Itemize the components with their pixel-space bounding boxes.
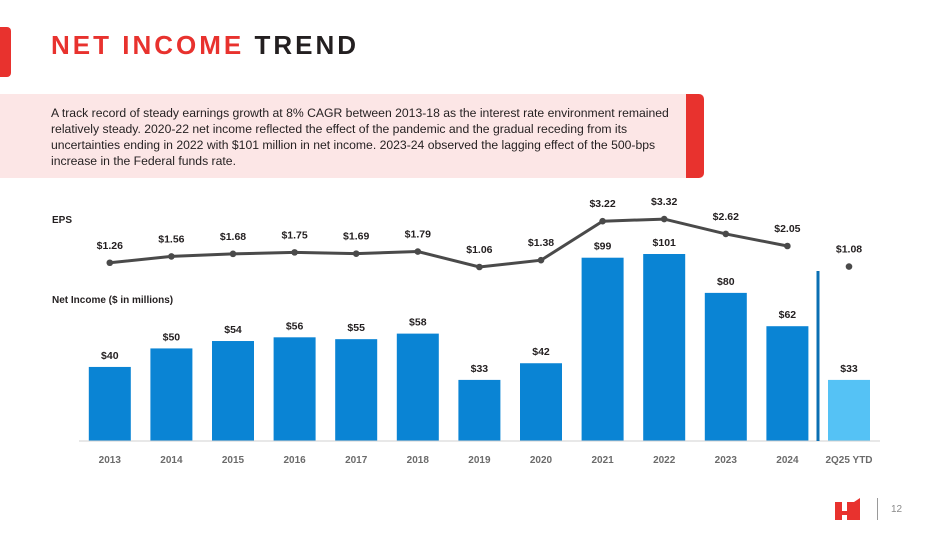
footer-divider xyxy=(877,498,878,520)
summary-callout-accent xyxy=(686,94,704,178)
net-income-series-label: Net Income ($ in millions) xyxy=(52,295,173,306)
net-income-bar xyxy=(150,348,193,441)
eps-point xyxy=(599,217,606,225)
title-accent-tab xyxy=(0,27,11,77)
x-axis-tick-label: 2021 xyxy=(591,455,614,466)
net-income-bar xyxy=(88,366,131,441)
net-income-data-label: $54 xyxy=(224,324,242,336)
page-title-rest: TREND xyxy=(254,30,360,60)
net-income-data-label: $62 xyxy=(779,309,797,321)
eps-data-label: $1.56 xyxy=(158,233,184,245)
eps-data-label: $2.05 xyxy=(774,223,800,235)
net-income-bar xyxy=(828,379,870,441)
x-axis-tick-label: 2017 xyxy=(345,455,368,466)
x-axis-tick-label: 2014 xyxy=(160,455,183,466)
page-title: NET INCOME TREND xyxy=(51,30,359,61)
net-income-data-label: $42 xyxy=(532,346,550,358)
net-income-bar xyxy=(643,254,686,441)
net-income-bar xyxy=(335,339,378,441)
page-number: 12 xyxy=(891,504,903,515)
x-axis-tick-label: 2024 xyxy=(776,455,799,466)
eps-data-label: $1.68 xyxy=(220,231,246,243)
x-axis-tick-label: 2020 xyxy=(530,455,553,466)
x-axis-tick-label: 2016 xyxy=(283,455,306,466)
eps-data-label: $1.79 xyxy=(405,229,431,241)
net-income-bar xyxy=(766,326,809,441)
eps-data-label: $3.32 xyxy=(651,196,677,208)
net-income-data-label: $33 xyxy=(840,363,858,375)
net-income-bar xyxy=(581,257,624,441)
eps-point xyxy=(845,263,853,270)
eps-point xyxy=(352,250,360,257)
eps-data-label: $1.69 xyxy=(343,231,369,243)
net-income-data-label: $56 xyxy=(286,320,304,332)
page-title-accent: NET INCOME xyxy=(51,30,245,60)
x-axis-tick-label: 2013 xyxy=(99,455,122,466)
eps-point xyxy=(784,242,791,250)
x-axis-tick-label: 2023 xyxy=(715,455,738,466)
eps-data-label: $1.06 xyxy=(466,244,492,256)
eps-point xyxy=(291,249,298,256)
net-income-data-label: $55 xyxy=(347,322,365,334)
net-income-bar xyxy=(520,363,562,441)
eps-point xyxy=(660,215,668,223)
eps-point xyxy=(168,253,175,260)
net-income-data-label: $50 xyxy=(163,331,181,343)
eps-line xyxy=(109,217,788,269)
net-income-data-label: $101 xyxy=(653,237,677,249)
x-axis-tick-label: 2015 xyxy=(222,455,245,466)
x-axis-tick-label: 2018 xyxy=(407,455,430,466)
eps-data-label: $1.38 xyxy=(528,237,554,249)
net-income-eps-chart: EPS Net Income ($ in millions) $40 2013 $50 2… xyxy=(52,196,880,466)
eps-point xyxy=(414,248,422,255)
eps-data-label: $3.22 xyxy=(589,198,615,210)
eps-data-label: $1.26 xyxy=(97,240,123,252)
net-income-bar xyxy=(704,292,747,441)
net-income-data-label: $58 xyxy=(409,317,427,329)
company-logo-icon xyxy=(835,498,860,520)
eps-point xyxy=(229,250,237,258)
x-axis-tick-label: 2Q25 YTD xyxy=(825,455,872,466)
x-axis-tick-label: 2019 xyxy=(468,455,491,466)
net-income-bar xyxy=(458,379,501,441)
net-income-data-label: $40 xyxy=(101,350,119,362)
eps-series-label: EPS xyxy=(52,215,72,226)
summary-callout-text: A track record of steady earnings growth… xyxy=(51,106,669,168)
summary-callout xyxy=(0,94,704,178)
net-income-data-label: $80 xyxy=(717,276,735,288)
net-income-bar xyxy=(273,337,316,441)
eps-point xyxy=(537,256,545,264)
x-axis-tick-label: 2022 xyxy=(653,455,676,466)
eps-point xyxy=(476,263,483,271)
net-income-bar xyxy=(396,333,439,441)
net-income-data-label: $33 xyxy=(471,363,489,375)
eps-data-label: $2.62 xyxy=(713,211,739,223)
net-income-data-label: $99 xyxy=(594,241,612,253)
eps-point xyxy=(722,230,730,238)
eps-point xyxy=(106,259,114,267)
net-income-bar xyxy=(212,341,254,441)
eps-data-label: $1.08 xyxy=(836,244,862,256)
eps-data-label: $1.75 xyxy=(281,229,307,241)
